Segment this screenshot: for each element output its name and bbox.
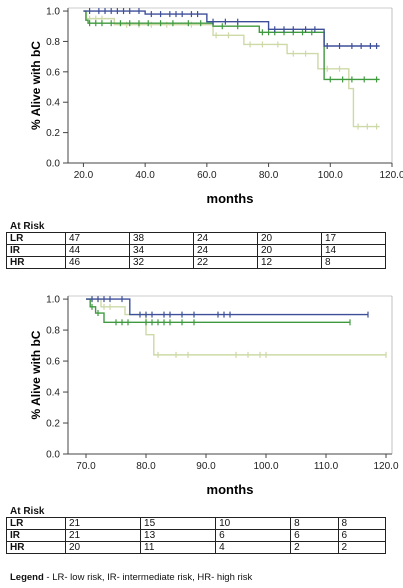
c2-y-tick-label-3: 0.6 (46, 357, 60, 368)
at-risk-row-label: HR (6, 256, 66, 269)
legend: Legend - LR- low risk, IR- intermediate … (10, 572, 252, 583)
at-risk-cell: 21 (64, 529, 142, 542)
c1-x-tick-label-4: 100.0 (318, 170, 343, 181)
c1-y-axis-label: % Alive with bC (29, 41, 43, 130)
c1-x-tick-label-3: 80.0 (259, 170, 279, 181)
c2-y-axis-label: % Alive with bC (29, 330, 43, 419)
at-risk-title-2: At Risk (10, 506, 45, 517)
c2-y-tick-label-5: 1.0 (46, 295, 60, 306)
c2-y-tick-label-2: 0.4 (46, 388, 60, 399)
at-risk-table-1: LR 47 38 24 20 17 IR 44 34 24 20 14 HR 46 32 22 12 8 (6, 232, 386, 269)
c1-y-tick-label-1: 0.2 (46, 128, 60, 139)
at-risk-cell: 32 (129, 256, 194, 269)
at-risk-cell: 24 (193, 232, 258, 245)
c2-x-tick-label-4: 110.0 (314, 461, 339, 472)
at-risk-cell: 20 (257, 244, 322, 257)
at-risk-row-label: LR (6, 232, 66, 245)
c1-series-line-hr (83, 10, 380, 128)
at-risk-cell: 11 (140, 541, 217, 554)
at-risk-cell: 38 (129, 232, 194, 245)
legend-text: - LR- low risk, IR- intermediate risk, H… (43, 572, 253, 583)
at-risk-cell: 20 (64, 541, 142, 554)
at-risk-cell: 8 (290, 517, 339, 530)
at-risk-cell: 44 (65, 244, 130, 257)
c1-y-tick-label-0: 0.0 (46, 159, 60, 170)
at-risk-cell: 46 (65, 256, 130, 269)
c2-x-tick-label-1: 80.0 (136, 461, 156, 472)
at-risk-cell: 6 (337, 529, 387, 542)
c1-x-tick-label-2: 60.0 (197, 170, 217, 181)
at-risk-row-ir: IR 21 13 6 6 6 (6, 529, 387, 542)
c1-x-tick-label-0: 20.0 (74, 170, 94, 181)
at-risk-cell: 47 (65, 232, 130, 245)
c2-y-tick-label-0: 0.0 (46, 450, 60, 461)
at-risk-cell: 14 (321, 244, 386, 257)
c1-y-tick-label-4: 0.8 (46, 37, 60, 48)
at-risk-cell: 2 (290, 541, 339, 554)
c2-x-axis-label: months (207, 482, 254, 497)
at-risk-cell: 10 (215, 517, 292, 530)
at-risk-row-lr: LR 21 15 10 8 8 (6, 517, 387, 530)
at-risk-row-lr: LR 47 38 24 20 17 (6, 232, 386, 245)
c1-x-axis-label: months (207, 191, 254, 206)
c2-y-tick-label-1: 0.2 (46, 419, 60, 430)
c1-y-tick-label-5: 1.0 (46, 7, 60, 18)
at-risk-cell: 34 (129, 244, 194, 257)
c2-x-tick-label-0: 70.0 (76, 461, 96, 472)
at-risk-cell: 21 (64, 517, 142, 530)
at-risk-cell: 8 (321, 256, 386, 269)
at-risk-cell: 20 (257, 232, 322, 245)
c2-series-line-hr (86, 298, 386, 356)
c2-x-tick-label-3: 100.0 (253, 461, 278, 472)
c1-x-tick-label-1: 40.0 (135, 170, 155, 181)
c2-series-line-ir (86, 298, 350, 324)
at-risk-cell: 24 (193, 244, 258, 257)
at-risk-cell: 8 (337, 517, 387, 530)
at-risk-row-label: IR (6, 529, 66, 542)
at-risk-cell: 2 (337, 541, 387, 554)
at-risk-table-2: LR 21 15 10 8 8 IR 21 13 6 6 6 HR 20 11 4 2 2 (6, 517, 387, 554)
at-risk-row-hr: HR 46 32 22 12 8 (6, 256, 386, 269)
at-risk-cell: 17 (321, 232, 386, 245)
at-risk-cell: 6 (215, 529, 292, 542)
at-risk-cell: 22 (193, 256, 258, 269)
at-risk-row-label: LR (6, 517, 66, 530)
at-risk-title-1: At Risk (10, 221, 45, 232)
at-risk-cell: 6 (290, 529, 339, 542)
at-risk-cell: 13 (140, 529, 217, 542)
survival-chart-1: 0.0 0.2 0.4 0.6 0.8 1.0 20.0 40.0 60.0 80.0 100.0 1… (29, 7, 403, 206)
survival-chart-2: 0.0 0.2 0.4 0.6 0.8 1.0 70.0 80.0 90.0 100.0 110.0… (29, 295, 399, 497)
c1-y-tick-label-3: 0.6 (46, 67, 60, 78)
c1-series-line-lr (83, 10, 380, 47)
at-risk-row-ir: IR 44 34 24 20 14 (6, 244, 386, 257)
c1-x-tick-label-5: 120.0 (379, 170, 403, 181)
c1-y-tick-label-2: 0.4 (46, 98, 60, 109)
at-risk-cell: 15 (140, 517, 217, 530)
at-risk-cell: 4 (215, 541, 292, 554)
at-risk-row-label: IR (6, 244, 66, 257)
at-risk-row-hr: HR 20 11 4 2 2 (6, 541, 387, 554)
c2-y-tick-label-4: 0.8 (46, 326, 60, 337)
at-risk-cell: 12 (257, 256, 322, 269)
c2-series-line-lr (86, 298, 368, 316)
c2-x-tick-label-2: 90.0 (196, 461, 216, 472)
legend-label: Legend (10, 572, 44, 583)
at-risk-row-label: HR (6, 541, 66, 554)
c2-x-tick-label-5: 120.0 (373, 461, 398, 472)
